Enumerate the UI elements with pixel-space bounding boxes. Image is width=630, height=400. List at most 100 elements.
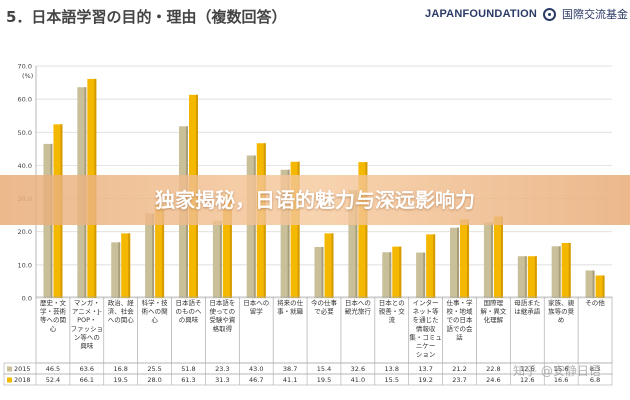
category-label: 母語また	[514, 298, 540, 307]
category-label: め	[558, 316, 565, 324]
category-label: 等への関	[40, 315, 66, 324]
category-label: 心	[151, 316, 158, 324]
table-cell: 24.6	[486, 376, 500, 384]
category-label: POP・	[77, 316, 96, 324]
category-label: 情報収	[416, 324, 436, 333]
table-cell: 25.5	[147, 365, 161, 373]
bar-2015	[246, 155, 256, 298]
bar-2018	[121, 233, 131, 298]
category-label: アニメ・J-	[72, 308, 103, 316]
category-label: 観光旅行	[345, 307, 372, 316]
table-cell: 23.3	[215, 365, 229, 373]
category-label: 日本への	[345, 298, 371, 307]
table-cell: 8.3	[590, 365, 600, 373]
category-label: 興味	[80, 341, 94, 350]
table-cell: 46.7	[249, 376, 263, 384]
table-cell: 61.3	[181, 376, 195, 384]
bar-2015	[483, 222, 493, 298]
y-tick-label: 20.0	[18, 228, 32, 236]
category-label: 留学	[250, 307, 264, 316]
table-cell: 13.8	[385, 365, 399, 373]
bar-shade	[152, 213, 155, 298]
bar-shade	[433, 234, 436, 298]
category-label: 日本との	[379, 298, 405, 307]
category-label: 日本語を	[209, 298, 235, 307]
category-label: マンガ・	[74, 298, 100, 307]
table-cell: 38.7	[283, 365, 297, 373]
category-label: ン等への	[74, 332, 100, 341]
category-label: 校・地域	[447, 307, 474, 316]
category-label: ファッショ	[71, 325, 104, 333]
bar-2018	[358, 162, 368, 298]
category-label: 流	[389, 315, 396, 324]
bar-2015	[585, 270, 595, 298]
bar-shade	[229, 194, 232, 298]
table-cell: 52.4	[46, 376, 60, 384]
y-tick-label: 60.0	[18, 96, 32, 104]
bar-shade	[128, 233, 131, 298]
bar-shade	[558, 246, 561, 298]
bar-2015	[450, 227, 460, 298]
category-label: 事・就職	[277, 307, 304, 316]
bar-2018	[324, 233, 334, 298]
category-label: のものへ	[175, 308, 202, 316]
bar-shade	[253, 155, 256, 298]
bar-shade	[457, 227, 460, 298]
bar-shade	[162, 205, 165, 298]
bar-2018	[222, 194, 232, 298]
table-cell: 15.5	[385, 376, 399, 384]
category-label: 今の仕事	[311, 298, 338, 307]
y-tick-label: 10.0	[18, 261, 32, 269]
bar-shade	[423, 252, 426, 298]
category-label: ニケー	[416, 342, 436, 350]
bar-shade	[297, 161, 300, 298]
bar-2015	[314, 246, 324, 298]
bar-shade	[118, 242, 121, 298]
page-title: 5．日本語学習の目的・理由（複数回答）	[6, 8, 287, 26]
bar-2018	[561, 242, 571, 298]
bar-shade	[490, 222, 493, 298]
bar-2018	[155, 205, 165, 298]
legend-swatch	[7, 377, 12, 383]
category-label: ション	[416, 351, 436, 359]
bar-2015	[348, 189, 358, 298]
category-label: 国際理	[484, 298, 504, 307]
table-cell: 12.6	[520, 365, 534, 373]
bar-2018	[595, 275, 605, 298]
y-tick-label: 70.0	[18, 63, 32, 71]
table-cell: 15.4	[317, 365, 331, 373]
y-axis-unit: (%)	[22, 72, 33, 80]
bar-2018	[460, 219, 470, 298]
bar-shade	[467, 219, 470, 298]
table-cell: 15.6	[554, 365, 568, 373]
category-label: 解・異文	[480, 307, 507, 316]
bar-shade	[524, 256, 527, 298]
table-cell: 28.0	[147, 376, 161, 384]
table-cell: 63.6	[80, 365, 94, 373]
bar-shade	[365, 162, 368, 298]
category-label: 術への関	[142, 307, 168, 316]
category-label: 日本への	[243, 298, 269, 307]
bar-shade	[321, 246, 324, 298]
table-cell: 19.5	[317, 376, 331, 384]
page-header: 5．日本語学習の目的・理由（複数回答） JAPANFOUNDATION 国際交流…	[0, 0, 630, 38]
y-tick-label: 40.0	[18, 162, 32, 170]
bar-shade	[399, 246, 402, 298]
logo-text: JAPANFOUNDATION	[425, 8, 537, 20]
category-label: 集・コミュ	[409, 332, 442, 341]
bar-shade	[602, 275, 605, 298]
category-label: 学・芸術	[40, 307, 67, 316]
bar-2018	[527, 256, 537, 298]
category-label: を通じた	[413, 315, 439, 324]
table-cell: 51.8	[181, 365, 195, 373]
table-cell: 19.5	[113, 376, 127, 384]
category-label: 仕事・学	[447, 298, 474, 307]
table-cell: 41.1	[283, 376, 297, 384]
category-label: 受験や資	[209, 315, 236, 324]
table-cell: 66.1	[80, 376, 94, 384]
legend-series-name: 2018	[14, 376, 31, 384]
table-cell: 19.2	[418, 376, 432, 384]
category-label: は継承語	[514, 307, 541, 316]
category-label: 心	[50, 325, 57, 333]
category-label: 族等の奨	[548, 307, 575, 316]
